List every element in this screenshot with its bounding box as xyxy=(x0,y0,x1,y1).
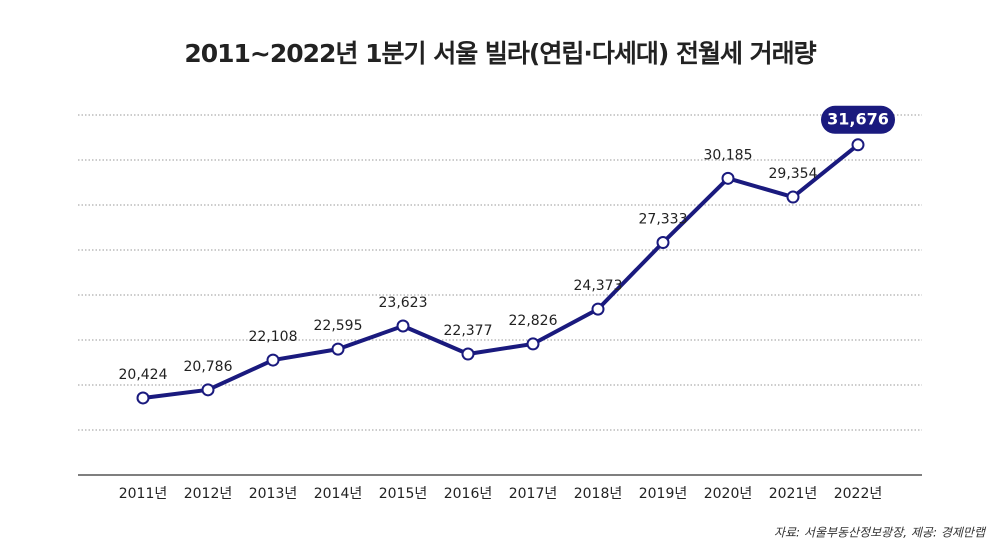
value-label: 30,185 xyxy=(704,147,753,163)
data-point xyxy=(851,138,865,152)
data-point xyxy=(721,171,735,185)
data-point xyxy=(396,319,410,333)
chart-title: 2011~2022년 1분기 서울 빌라(연립·다세대) 전월세 거래량 xyxy=(184,39,816,68)
data-line xyxy=(142,143,860,400)
data-point xyxy=(266,353,280,367)
value-label: 20,424 xyxy=(119,367,168,383)
data-point xyxy=(461,347,475,361)
x-tick-label: 2013년 xyxy=(249,486,298,502)
value-label: 27,333 xyxy=(639,212,688,228)
x-tick-label: 2022년 xyxy=(834,486,883,502)
x-tick-label: 2020년 xyxy=(704,486,753,502)
x-tick-label: 2021년 xyxy=(769,486,818,502)
data-point xyxy=(201,383,215,397)
value-label: 24,373 xyxy=(574,278,623,294)
data-point xyxy=(526,337,540,351)
highlight-badge xyxy=(821,105,895,134)
value-label: 22,108 xyxy=(249,329,298,345)
data-point xyxy=(331,342,345,356)
value-label: 29,354 xyxy=(769,166,818,182)
value-label: 23,623 xyxy=(379,295,428,311)
x-tick-label: 2019년 xyxy=(639,486,688,502)
x-tick-label: 2011년 xyxy=(119,486,168,502)
value-label: 22,377 xyxy=(444,323,493,339)
data-point xyxy=(786,190,800,204)
source-note: 자료: 서울부동산정보광장, 제공: 경제만랩 xyxy=(774,526,987,540)
value-label: 22,595 xyxy=(314,318,363,334)
x-tick-label: 2018년 xyxy=(574,486,623,502)
x-tick-label: 2015년 xyxy=(379,486,428,502)
value-label: 20,786 xyxy=(184,359,233,375)
x-tick-label: 2012년 xyxy=(184,486,233,502)
data-point xyxy=(136,391,150,405)
x-tick-label: 2016년 xyxy=(444,486,493,502)
x-tick-label: 2014년 xyxy=(314,486,363,502)
x-tick-label: 2017년 xyxy=(509,486,558,502)
value-label: 31,676 xyxy=(827,109,889,128)
data-point xyxy=(656,236,670,250)
value-label: 22,826 xyxy=(509,313,558,329)
data-point xyxy=(591,302,605,316)
